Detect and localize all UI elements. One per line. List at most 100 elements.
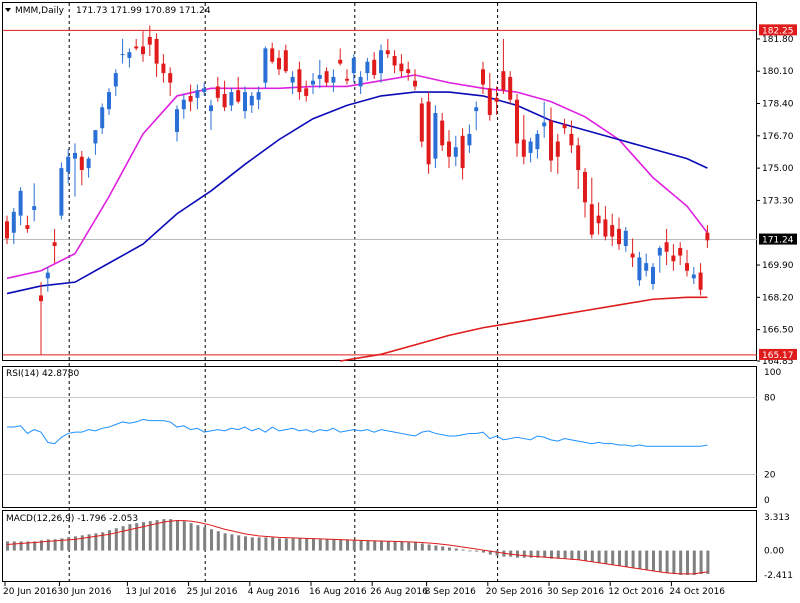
dropdown-icon[interactable] [5,8,11,12]
candle-body[interactable] [18,190,23,216]
candle-body[interactable] [127,52,132,58]
candle-body[interactable] [413,80,417,87]
candle-body[interactable] [113,73,118,87]
candle-body[interactable] [664,242,669,252]
candle-body[interactable] [508,76,513,100]
candle-body[interactable] [528,141,533,153]
candle-body[interactable] [671,255,676,262]
candle-body[interactable] [11,211,16,233]
candle-body[interactable] [501,71,506,91]
candle-body[interactable] [283,50,288,72]
candle-body[interactable] [698,272,703,290]
candle-body[interactable] [277,57,281,70]
candle-body[interactable] [705,232,710,241]
candle-body[interactable] [311,80,315,85]
candle-body[interactable] [487,88,492,115]
candle-body[interactable] [515,99,519,144]
candle-body[interactable] [358,76,363,87]
candle-body[interactable] [32,206,37,210]
candle-body[interactable] [304,88,309,96]
candle-body[interactable] [399,63,404,72]
candle-body[interactable] [651,266,655,285]
candle-body[interactable] [256,92,261,100]
candle-body[interactable] [168,73,173,83]
candle-body[interactable] [385,50,390,55]
candle-body[interactable] [107,92,111,110]
candle-body[interactable] [603,219,608,237]
candle-body[interactable] [351,57,356,74]
candle-body[interactable] [93,130,98,144]
macd-pane[interactable] [2,510,757,582]
candle-body[interactable] [338,59,343,64]
candle-body[interactable] [549,120,553,161]
candle-body[interactable] [433,113,438,159]
candle-body[interactable] [467,133,472,146]
candle-body[interactable] [481,69,485,85]
candle-body[interactable] [331,76,336,83]
candle-body[interactable] [100,107,105,129]
candle-body[interactable] [379,50,383,74]
candle-body[interactable] [73,152,77,159]
candle-body[interactable] [45,272,50,279]
candle-body[interactable] [236,90,241,102]
candle-body[interactable] [678,247,683,256]
candle-body[interactable] [209,105,213,112]
candle-body[interactable] [562,124,567,129]
candle-body[interactable] [474,107,479,112]
candle-body[interactable] [66,156,71,172]
candle-body[interactable] [249,95,254,106]
candle-body[interactable] [229,92,234,106]
candle-body[interactable] [25,225,30,229]
candle-body[interactable] [345,78,349,81]
candle-body[interactable] [324,71,329,83]
candle-body[interactable] [521,139,526,157]
candle-body[interactable] [141,46,145,55]
candle-body[interactable] [555,141,560,157]
candle-body[interactable] [569,133,574,146]
candle-body[interactable] [542,122,547,127]
candle-body[interactable] [39,295,43,302]
candle-body[interactable] [657,247,662,256]
candle-body[interactable] [535,133,540,150]
candle-body[interactable] [440,120,445,146]
candle-body[interactable] [52,242,57,247]
candle-body[interactable] [134,46,139,49]
candle-body[interactable] [188,95,193,102]
candle-body[interactable] [215,86,220,98]
candle-body[interactable] [447,141,451,157]
candle-body[interactable] [644,263,649,271]
candle-body[interactable] [263,48,268,83]
candle-body[interactable] [617,228,621,245]
candle-body[interactable] [317,75,322,79]
rsi-line[interactable] [7,418,708,447]
candle-body[interactable] [426,101,431,165]
candle-body[interactable] [120,54,125,56]
candle-body[interactable] [419,103,424,142]
candle-body[interactable] [86,158,91,169]
candle-body[interactable] [59,168,64,216]
candle-body[interactable] [222,94,227,108]
candle-body[interactable] [290,76,295,83]
candle-body[interactable] [202,88,207,93]
candle-body[interactable] [406,69,411,74]
candle-body[interactable] [147,37,152,45]
candle-body[interactable] [175,109,179,133]
candle-body[interactable] [372,59,377,76]
candle-body[interactable] [494,97,499,102]
candle-body[interactable] [583,171,587,203]
candle-body[interactable] [365,61,370,74]
candle-body[interactable] [270,48,275,62]
candle-body[interactable] [589,204,594,235]
candle-body[interactable] [154,38,159,64]
candle-body[interactable] [623,230,628,247]
candle-body[interactable] [630,253,635,258]
candle-body[interactable] [5,221,9,239]
candle-body[interactable] [685,263,689,271]
candle-body[interactable] [297,69,302,93]
candle-body[interactable] [610,225,615,237]
rsi-pane[interactable] [2,366,757,508]
candle-body[interactable] [691,274,696,279]
candle-body[interactable] [195,90,200,98]
candle-body[interactable] [79,156,84,171]
candle-body[interactable] [453,147,458,157]
